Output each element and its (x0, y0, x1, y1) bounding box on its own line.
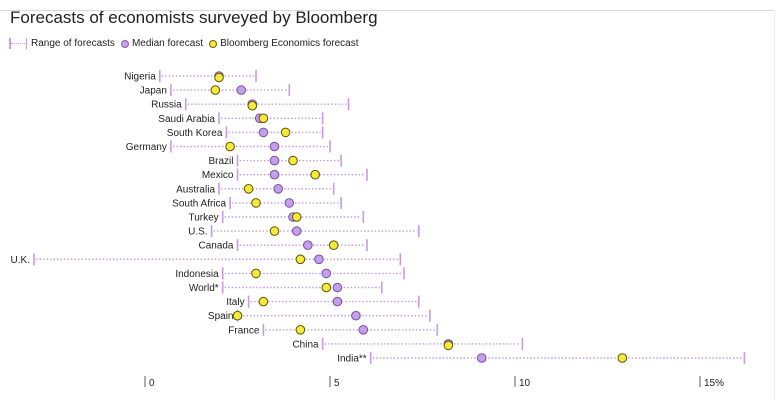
legend-label-median: Median forecast (131, 38, 204, 49)
be-dot (225, 141, 235, 152)
be-dot (617, 353, 628, 363)
country-label: U.S. (188, 227, 207, 238)
be-dot (247, 100, 258, 111)
top-divider (0, 10, 775, 11)
be-dot (251, 268, 261, 279)
country-label: Russia (151, 100, 182, 111)
be-dot (328, 240, 339, 250)
country-label: Indonesia (175, 269, 219, 280)
legend: Range of forecasts Median forecast Bloom… (9, 38, 365, 49)
right-divider (774, 10, 775, 400)
country-label: South Korea (167, 128, 223, 139)
be-dot (243, 184, 254, 194)
x-tick-label: 10 (519, 378, 531, 389)
chart-title: Forecasts of economists surveyed by Bloo… (10, 8, 378, 27)
be-dot (295, 254, 306, 265)
country-label: South Africa (172, 198, 226, 209)
legend-item-median: Median forecast (120, 38, 204, 49)
country-label: China (292, 339, 319, 350)
legend-item-range: Range of forecasts (9, 38, 115, 49)
be-dot (288, 155, 298, 166)
country-label: Brazil (208, 156, 233, 167)
country-label: Saudi Arabia (158, 114, 215, 125)
legend-label-be: Bloomberg Economics forecast (220, 38, 359, 49)
be-dot (251, 198, 261, 208)
country-label: Canada (198, 241, 233, 252)
legend-label-range: Range of forecasts (31, 38, 115, 49)
be-dot (214, 72, 224, 83)
legend-item-be: Bloomberg Economics forecast (209, 38, 359, 49)
median-dot-icon (120, 39, 129, 48)
median-dot (273, 184, 284, 194)
be-dot (258, 296, 269, 307)
country-label: Mexico (202, 170, 234, 181)
x-tick-label: 0 (149, 378, 155, 389)
be-dot (210, 85, 221, 95)
country-label: Australia (176, 184, 215, 195)
country-label: U.K. (11, 255, 30, 266)
be-dot (321, 282, 332, 293)
median-dot (269, 141, 280, 152)
median-dot (358, 325, 369, 335)
country-label: Turkey (188, 213, 218, 224)
median-dot (291, 226, 302, 236)
country-label: World* (189, 283, 219, 294)
median-dot (284, 198, 295, 208)
be-dot (310, 169, 321, 180)
median-dot (303, 240, 313, 250)
median-dot (314, 254, 324, 265)
be-dot (232, 310, 243, 321)
be-dot (291, 212, 302, 222)
country-label: Germany (126, 142, 167, 153)
country-label: Nigeria (124, 72, 156, 83)
be-dot (269, 226, 280, 236)
median-dot (236, 85, 246, 95)
median-dot (351, 310, 361, 321)
country-label: India** (337, 354, 367, 365)
median-dot (332, 296, 343, 307)
be-dot (443, 340, 454, 351)
be-dot (280, 127, 291, 138)
median-dot (269, 169, 280, 180)
x-tick-label: 5 (334, 378, 340, 389)
country-label: France (228, 325, 260, 336)
be-dot (295, 325, 306, 335)
country-label: Italy (226, 297, 244, 308)
be-dot (258, 113, 269, 124)
country-label: Japan (140, 86, 167, 97)
median-dot (332, 282, 343, 293)
range-key-icon (9, 38, 27, 49)
median-dot (476, 353, 487, 363)
median-dot (321, 268, 332, 279)
median-dot (258, 127, 269, 138)
be-dot-icon (209, 39, 218, 48)
median-dot (269, 155, 280, 166)
country-label: Spain (208, 311, 234, 322)
x-tick-label: 15% (704, 378, 724, 389)
